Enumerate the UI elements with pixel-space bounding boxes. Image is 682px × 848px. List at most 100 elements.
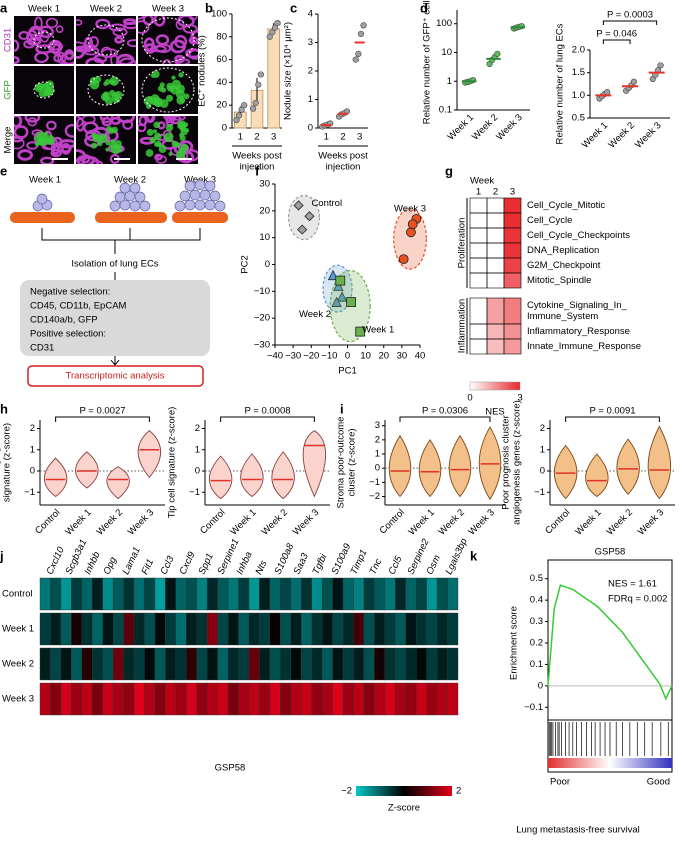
heat-cell xyxy=(353,612,365,646)
x-tick-label: Week 2 xyxy=(260,507,290,537)
vessel-signal xyxy=(174,54,185,64)
heat-cell xyxy=(469,197,488,214)
heat-cell xyxy=(259,647,271,681)
gene-label: Nts xyxy=(254,559,270,577)
heat-cell xyxy=(503,227,522,244)
y-tick-label: −1 xyxy=(369,477,380,488)
heat-cell xyxy=(112,612,124,646)
gfp-signal xyxy=(155,140,162,147)
gfp-signal xyxy=(150,97,159,106)
gfp-signal xyxy=(45,80,54,89)
heat-cell xyxy=(342,577,354,611)
heat-cell xyxy=(248,612,260,646)
heat-cell xyxy=(259,682,271,716)
point xyxy=(297,224,308,235)
heat-cell xyxy=(503,297,522,325)
vessel-signal xyxy=(57,144,72,153)
y-tick-label: 1 xyxy=(308,94,313,105)
row-label: CD31 xyxy=(3,28,14,52)
x-tick-label: Week 1 xyxy=(446,112,476,142)
heat-cell xyxy=(503,323,522,340)
data-point xyxy=(271,24,279,31)
heat-cell xyxy=(447,577,459,611)
heat-cell xyxy=(384,612,396,646)
y-axis-label: Relative number of lung ECs xyxy=(555,23,566,144)
y-tick-label: 0.1 xyxy=(439,105,452,116)
heat-cell xyxy=(71,577,82,611)
analysis-box xyxy=(27,365,204,387)
p-value: P = 0.0003 xyxy=(607,10,653,21)
heat-cell xyxy=(384,682,396,716)
p-value: P = 0.0091 xyxy=(589,406,635,417)
y-tick-label: 1.0 xyxy=(572,90,585,101)
panel-letter: j xyxy=(0,548,4,563)
y-tick-label: −30 xyxy=(254,340,270,351)
data-point xyxy=(630,78,638,85)
row-label: Cell_Cycle_Mitotic xyxy=(527,200,605,211)
y-axis-label: EC⁺ nodules (%) xyxy=(197,35,208,107)
vessel xyxy=(172,212,228,223)
stage-label: Week 2 xyxy=(114,175,146,186)
heat-cell xyxy=(280,682,292,716)
y-tick-label: −1 xyxy=(189,487,200,498)
vessel-signal xyxy=(85,57,105,64)
y-tick-label: −2 xyxy=(369,491,380,502)
heat-cell xyxy=(363,577,375,611)
heat-cell xyxy=(321,612,333,646)
vessel-signal xyxy=(17,149,34,161)
heat-cell xyxy=(144,577,156,611)
violin xyxy=(240,453,264,498)
data-point xyxy=(355,50,362,58)
heat-cell xyxy=(39,682,51,716)
series-label: Control xyxy=(311,198,342,209)
selection-text: CD45, CD11b, EpCAM xyxy=(30,301,127,312)
heat-cell xyxy=(486,257,505,274)
column-label: 3 xyxy=(510,187,515,198)
panel-letter: e xyxy=(0,163,7,178)
heat-cell xyxy=(486,242,505,259)
heat-cell xyxy=(186,682,197,716)
data-point xyxy=(250,105,257,112)
data-point xyxy=(657,62,664,69)
micrograph xyxy=(138,116,198,164)
y-axis-label: Poor prognosis cluster xyxy=(501,415,512,510)
vessel-signal xyxy=(95,18,111,30)
heat-cell xyxy=(60,682,72,716)
heat-cell xyxy=(436,647,448,681)
heat-cell xyxy=(374,577,386,611)
gfp-signal xyxy=(163,132,174,143)
gfp-signal xyxy=(158,145,167,154)
arrow xyxy=(110,356,120,366)
significance-bracket xyxy=(602,39,631,44)
gfp-signal xyxy=(149,136,157,144)
gfp-signal xyxy=(89,76,98,85)
gene-label: Cxcl9 xyxy=(178,550,198,577)
heat-cell xyxy=(342,612,354,646)
enrichment-curve xyxy=(547,584,673,701)
heat-cell xyxy=(71,682,82,716)
x-axis-label: PC1 xyxy=(338,366,356,377)
gfp-signal xyxy=(111,126,118,134)
tumor-cells xyxy=(32,179,226,212)
vessel-signal xyxy=(50,148,62,158)
heat-cell xyxy=(175,682,187,716)
heat-cell xyxy=(416,577,427,611)
x-tick-label: Week 1 xyxy=(406,507,436,537)
heat-cell xyxy=(71,612,82,646)
p-value: P = 0.0306 xyxy=(422,406,468,417)
heat-cell xyxy=(301,647,312,681)
heat-cell xyxy=(269,682,281,716)
gfp-signal xyxy=(152,129,158,134)
vessel-signal xyxy=(188,49,198,60)
heat-cell xyxy=(486,338,505,355)
y-tick-label: 3 xyxy=(308,37,313,48)
vessel-signal xyxy=(45,17,59,29)
heat-cell xyxy=(206,612,218,646)
x-tick-label: −10 xyxy=(321,351,337,362)
heat-cell xyxy=(102,682,114,716)
y-tick-label: 10 xyxy=(441,47,452,58)
y-tick-label: 80 xyxy=(216,31,227,42)
gfp-signal xyxy=(183,93,190,100)
point xyxy=(293,200,304,211)
x-axis-label: Weeks post xyxy=(232,151,282,162)
